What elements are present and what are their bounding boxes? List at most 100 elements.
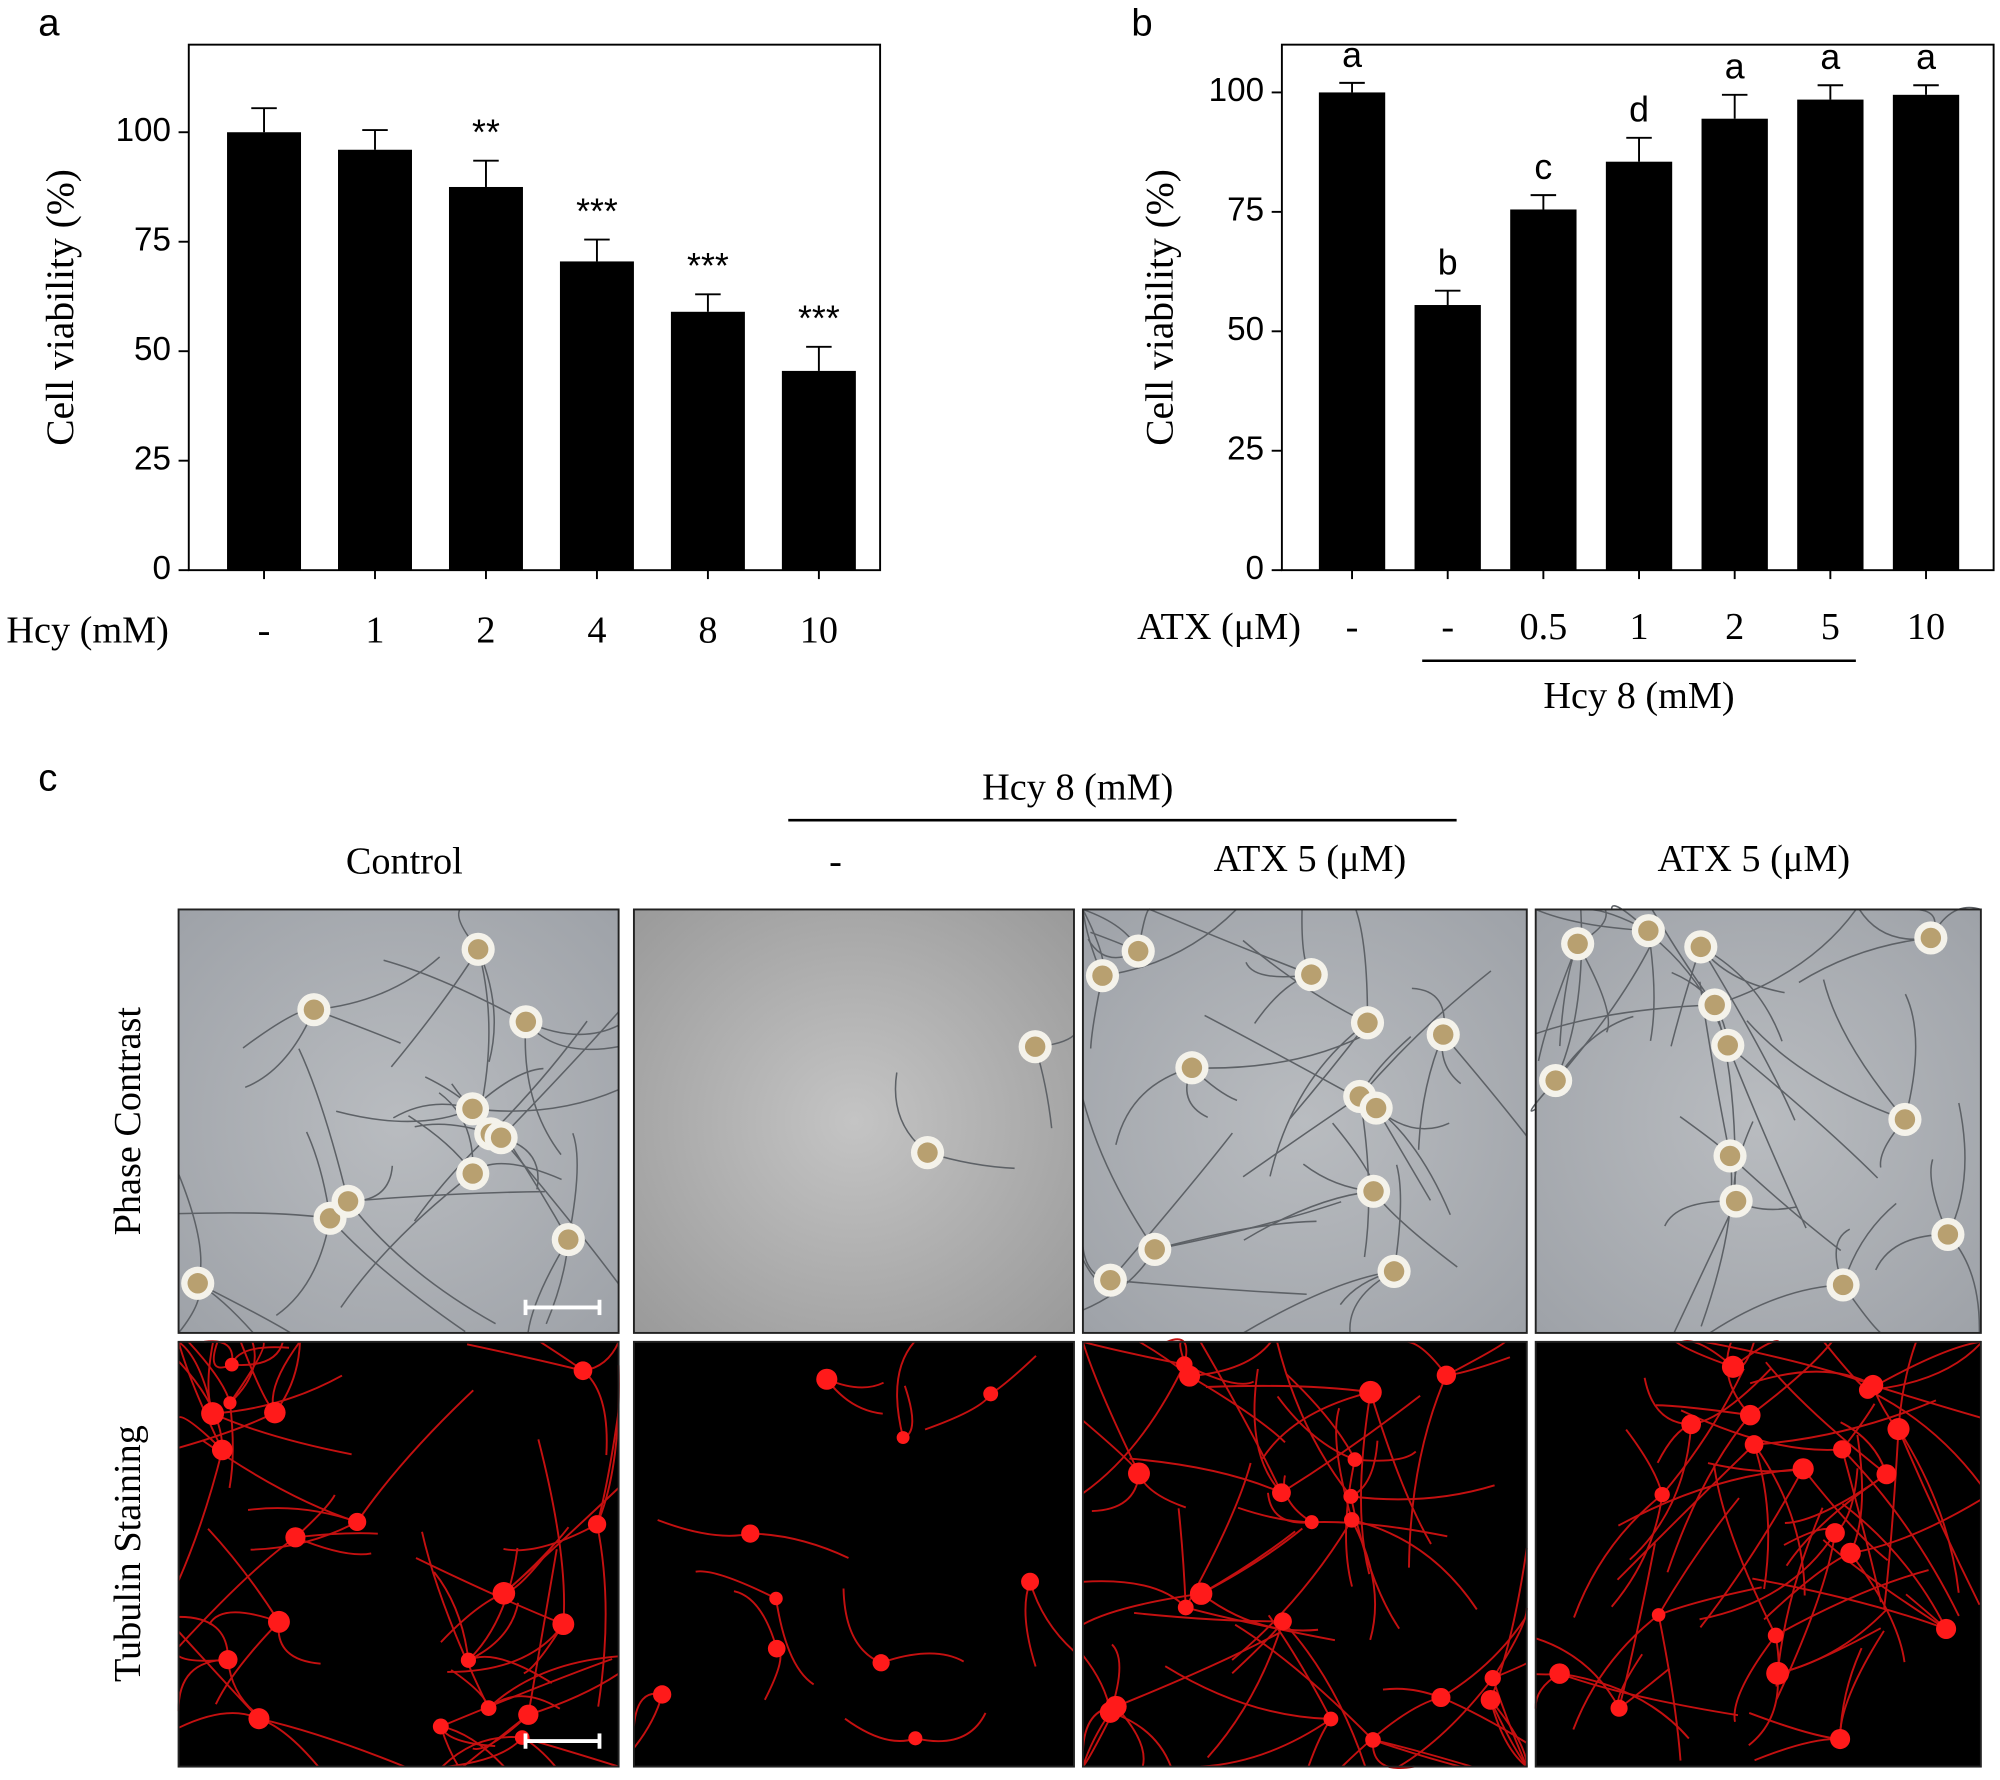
cell-body [303,999,325,1020]
neurite [1699,1532,1836,1621]
y-tick-label: 75 [134,221,171,258]
cell-body [1105,1695,1127,1718]
y-tick-label: 50 [134,331,171,368]
cell-body [337,1191,359,1212]
cell-body [1545,1070,1566,1091]
neurite [1354,1450,1417,1462]
neurite [1115,1632,1280,1708]
cell-body [285,1527,306,1548]
x-tick-label: - [1346,606,1359,648]
bar [1510,209,1577,571]
cell-body [319,1208,341,1229]
neurite [1269,1022,1368,1177]
neurite [1897,1428,1960,1593]
bar [1414,305,1481,571]
x-tick-label: 8 [698,610,717,652]
neurite [1129,1457,1282,1494]
x-tick-label: 2 [1725,606,1744,648]
neurite [537,1439,566,1625]
cell-body [432,1718,449,1735]
neurite [1753,1444,1770,1590]
cell-body [490,1127,512,1148]
neurite [177,1341,224,1451]
cell-body [1021,1572,1040,1591]
cell-body [1272,1483,1291,1503]
cell-body [515,1011,537,1033]
neurite [1867,1389,1982,1486]
cell-body [348,1512,367,1532]
tubulin-image [1081,1338,1528,1769]
cell-body [1323,1711,1339,1727]
neurite [1537,943,1579,1062]
neurite [1727,1045,1807,1229]
neurite [348,1190,545,1203]
cell-body [1651,1608,1666,1622]
bar [559,261,634,571]
neurite [1109,1132,1233,1281]
significance-label: a [1725,47,1745,87]
neurite [383,959,527,1023]
y-axis-label: Cell viability (%) [38,169,82,446]
neurite [1802,1468,1889,1562]
neurite [1280,1394,1421,1494]
neurite [1200,1527,1303,1595]
neurite [258,1717,405,1768]
error-bar [806,345,832,371]
cell-body [1431,1687,1451,1708]
neurite [1276,1395,1356,1461]
significance-label: a [1342,35,1362,75]
neurite [1350,1519,1377,1641]
cell-body [1343,1488,1359,1504]
cell-body [769,1591,783,1606]
neurite [1200,1718,1332,1768]
neurite [1850,1498,1982,1554]
cell-body [1767,1627,1784,1644]
phase-contrast-image [1530,905,1982,1334]
cell-body [1273,1612,1292,1631]
cell-body [653,1685,672,1704]
image-background [1535,1341,1981,1767]
neurite [329,1217,466,1333]
significance-label: d [1629,90,1649,130]
cell-body [218,1650,238,1670]
cell-body [1549,1663,1570,1684]
cell-body [1177,1599,1194,1616]
neurite [356,1389,474,1523]
neurite [1680,1409,1843,1451]
neurite [1205,1384,1371,1394]
significance-label: a [1916,37,1936,77]
cell-body [1833,1440,1852,1459]
neurite [1206,1621,1284,1759]
cell-body [1894,1109,1916,1130]
neurite [1311,1521,1448,1538]
phase-contrast-image [1081,908,1528,1334]
neurite [467,1547,519,1661]
neurite [1765,1361,1888,1476]
y-tick-label: 100 [1209,72,1264,109]
x-tick-label: 2 [476,610,495,652]
cell-body [518,1704,539,1725]
neurite [441,1736,523,1768]
neurite [1616,1443,1755,1581]
neurite [1191,1029,1376,1069]
error-bar [362,129,388,150]
x-tick-label: 5 [1821,606,1840,648]
neurite [1081,1341,1140,1474]
neurite [1082,1364,1186,1495]
cell-body [267,1610,290,1633]
neurite [1883,1428,1900,1609]
cell-body [983,1386,999,1402]
cell-body [1092,965,1113,986]
image-background [1082,1341,1527,1767]
y-tick-label: 75 [1227,192,1264,229]
neurite [340,1172,474,1308]
bar [670,311,745,571]
neurite [896,1341,916,1438]
neurite [915,1712,987,1743]
neurite [1276,1341,1352,1497]
cell-body [1832,1274,1854,1296]
neurite [467,1602,520,1662]
image-frame [1081,908,1528,1334]
x-tick-label: - [258,610,271,652]
column-label: ATX 5 (μM) [1658,838,1851,880]
